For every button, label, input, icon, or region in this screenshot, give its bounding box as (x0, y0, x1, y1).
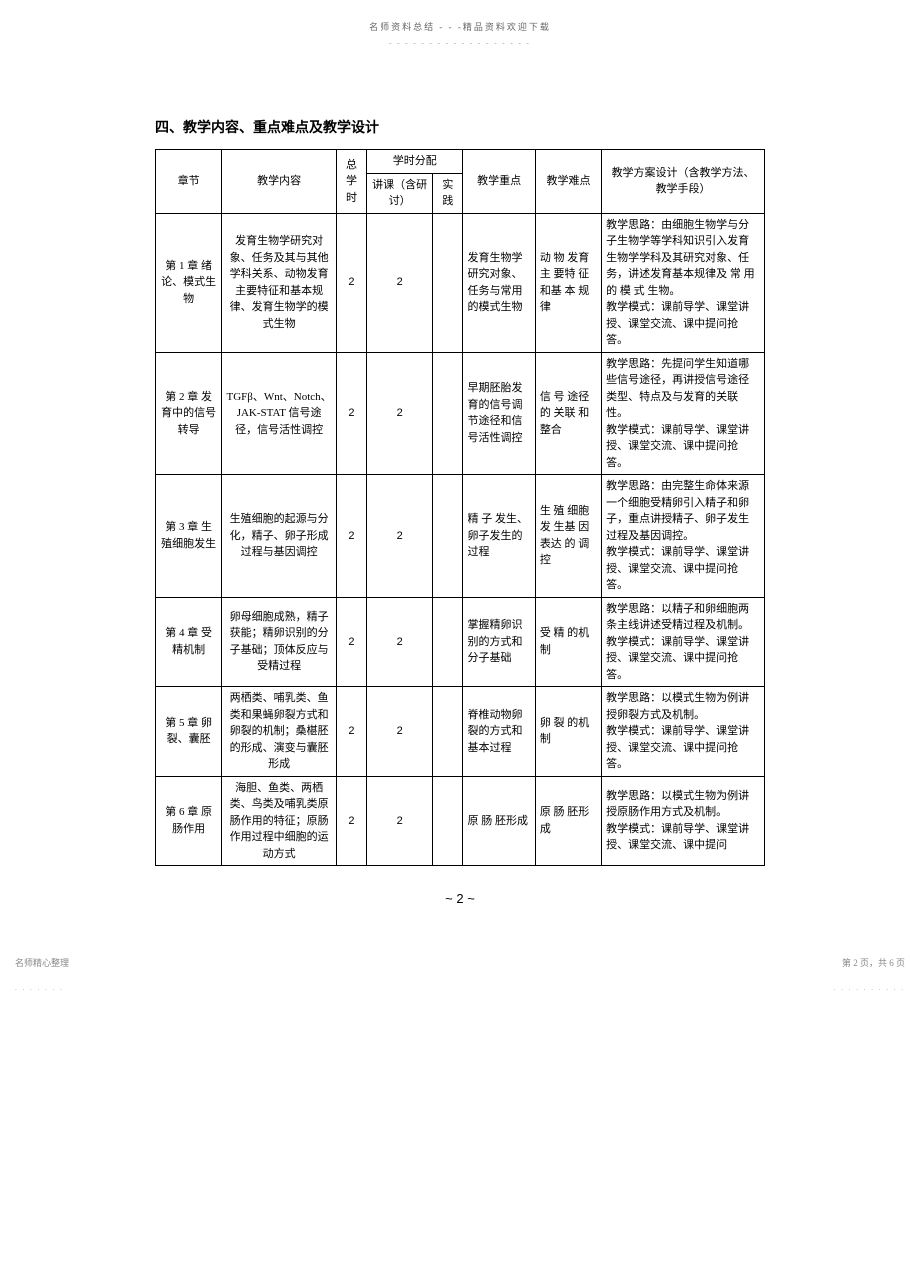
cell-focus: 脊椎动物卵裂的方式和基本过程 (463, 687, 535, 777)
table-row: 第 6 章 原肠作用海胆、鱼类、两栖类、鸟类及哺乳类原肠作用的特征；原肠作用过程… (156, 776, 765, 866)
cell-practice (433, 352, 463, 475)
cell-focus: 掌握精卵识别的方式和分子基础 (463, 597, 535, 687)
th-focus: 教学重点 (463, 150, 535, 214)
table-header-row-1: 章节 教学内容 总学时 学时分配 教学重点 教学难点 教学方案设计（含教学方法、… (156, 150, 765, 174)
cell-difficulty: 动 物 发育 主 要特 征 和基 本 规律 (535, 213, 601, 352)
th-allocation: 学时分配 (367, 150, 463, 174)
cell-difficulty: 信 号 途径 的 关联 和 整合 (535, 352, 601, 475)
cell-total: 2 (336, 475, 366, 598)
cell-practice (433, 213, 463, 352)
cell-chapter: 第 3 章 生殖细胞发生 (156, 475, 222, 598)
page-number: ~ 2 ~ (0, 891, 920, 906)
header-dots: - - - - - - - - - - - - - - - - - - (0, 39, 920, 97)
table-row: 第 3 章 生殖细胞发生生殖细胞的起源与分化，精子、卵子形成过程与基因调控22精… (156, 475, 765, 598)
cell-focus: 原 肠 胚形成 (463, 776, 535, 866)
cell-chapter: 第 2 章 发育中的信号转导 (156, 352, 222, 475)
cell-content: 两栖类、哺乳类、鱼类和果蝇卵裂方式和卵裂的机制；桑椹胚的形成、演变与囊胚形成 (222, 687, 337, 777)
cell-practice (433, 776, 463, 866)
cell-lecture: 2 (367, 776, 433, 866)
cell-total: 2 (336, 776, 366, 866)
footer-dots-left: . . . . . . . (15, 984, 64, 992)
th-chapter: 章节 (156, 150, 222, 214)
cell-design: 教学思路：由完整生命体来源一个细胞受精卵引入精子和卵子，重点讲授精子、卵子发生过… (602, 475, 765, 598)
th-practice: 实践 (433, 173, 463, 213)
footer: 名师精心整理 第 2 页，共 6 页 (0, 936, 920, 984)
cell-content: 海胆、鱼类、两栖类、鸟类及哺乳类原肠作用的特征；原肠作用过程中细胞的运动方式 (222, 776, 337, 866)
table-row: 第 5 章 卵裂、囊胚两栖类、哺乳类、鱼类和果蝇卵裂方式和卵裂的机制；桑椹胚的形… (156, 687, 765, 777)
table-row: 第 1 章 绪论、模式生物发育生物学研究对象、任务及其与其他学科关系、动物发育主… (156, 213, 765, 352)
cell-difficulty: 生 殖 细胞 发 生基 因表达 的 调控 (535, 475, 601, 598)
cell-practice (433, 687, 463, 777)
cell-design: 教学思路：以模式生物为例讲授卵裂方式及机制。 教学模式：课前导学、课堂讲授、课堂… (602, 687, 765, 777)
th-difficulty: 教学难点 (535, 150, 601, 214)
section-title: 四、教学内容、重点难点及教学设计 (155, 117, 920, 137)
cell-chapter: 第 6 章 原肠作用 (156, 776, 222, 866)
cell-chapter: 第 1 章 绪论、模式生物 (156, 213, 222, 352)
footer-left: 名师精心整理 (15, 956, 69, 969)
cell-practice (433, 475, 463, 598)
th-design: 教学方案设计（含教学方法、教学手段） (602, 150, 765, 214)
table-row: 第 4 章 受精机制卵母细胞成熟，精子获能；精卵识别的分子基础；顶体反应与受精过… (156, 597, 765, 687)
cell-lecture: 2 (367, 475, 433, 598)
cell-practice (433, 597, 463, 687)
cell-design: 教学思路：以模式生物为例讲授原肠作用方式及机制。 教学模式：课前导学、课堂讲授、… (602, 776, 765, 866)
header-text: 名师资料总结 - - -精品资料欢迎下载 (0, 0, 920, 39)
cell-difficulty: 原 肠 胚形成 (535, 776, 601, 866)
cell-lecture: 2 (367, 352, 433, 475)
cell-total: 2 (336, 213, 366, 352)
th-lecture: 讲课（含研讨） (367, 173, 433, 213)
cell-focus: 早期胚胎发育的信号调节途径和信号活性调控 (463, 352, 535, 475)
cell-lecture: 2 (367, 597, 433, 687)
cell-lecture: 2 (367, 687, 433, 777)
th-content: 教学内容 (222, 150, 337, 214)
cell-total: 2 (336, 352, 366, 475)
th-total: 总学时 (336, 150, 366, 214)
cell-chapter: 第 4 章 受精机制 (156, 597, 222, 687)
cell-difficulty: 受 精 的机制 (535, 597, 601, 687)
cell-design: 教学思路：由细胞生物学与分子生物学等学科知识引入发育生物学学科及其研究对象、任务… (602, 213, 765, 352)
cell-focus: 精 子 发生、卵子发生的过程 (463, 475, 535, 598)
cell-content: 发育生物学研究对象、任务及其与其他学科关系、动物发育主要特征和基本规律、发育生物… (222, 213, 337, 352)
cell-total: 2 (336, 597, 366, 687)
cell-content: 生殖细胞的起源与分化，精子、卵子形成过程与基因调控 (222, 475, 337, 598)
cell-design: 教学思路：先提问学生知道哪些信号途径，再讲授信号途径类型、特点及与发育的关联性。… (602, 352, 765, 475)
cell-difficulty: 卵 裂 的机制 (535, 687, 601, 777)
cell-lecture: 2 (367, 213, 433, 352)
cell-design: 教学思路：以精子和卵细胞两条主线讲述受精过程及机制。 教学模式：课前导学、课堂讲… (602, 597, 765, 687)
cell-chapter: 第 5 章 卵裂、囊胚 (156, 687, 222, 777)
footer-dots: . . . . . . . . . . . . . . . . . (0, 984, 920, 1002)
cell-focus: 发育生物学研究对象、任务与常用的模式生物 (463, 213, 535, 352)
cell-content: TGFβ、Wnt、Notch、JAK-STAT 信号途径，信号活性调控 (222, 352, 337, 475)
footer-dots-right: . . . . . . . . . . (834, 984, 905, 992)
table-row: 第 2 章 发育中的信号转导TGFβ、Wnt、Notch、JAK-STAT 信号… (156, 352, 765, 475)
syllabus-table: 章节 教学内容 总学时 学时分配 教学重点 教学难点 教学方案设计（含教学方法、… (155, 149, 765, 866)
footer-right: 第 2 页，共 6 页 (842, 956, 905, 969)
cell-content: 卵母细胞成熟，精子获能；精卵识别的分子基础；顶体反应与受精过程 (222, 597, 337, 687)
cell-total: 2 (336, 687, 366, 777)
